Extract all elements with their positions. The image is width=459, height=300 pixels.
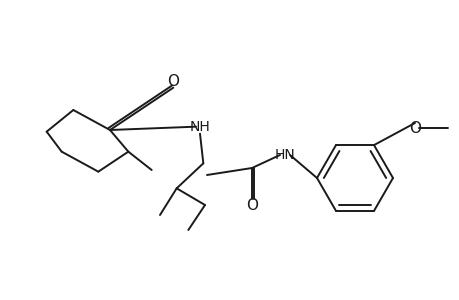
Text: HN: HN bbox=[274, 148, 295, 162]
Text: O: O bbox=[167, 74, 179, 89]
Text: NH: NH bbox=[189, 120, 210, 134]
Text: O: O bbox=[246, 197, 257, 212]
Text: O: O bbox=[408, 121, 420, 136]
